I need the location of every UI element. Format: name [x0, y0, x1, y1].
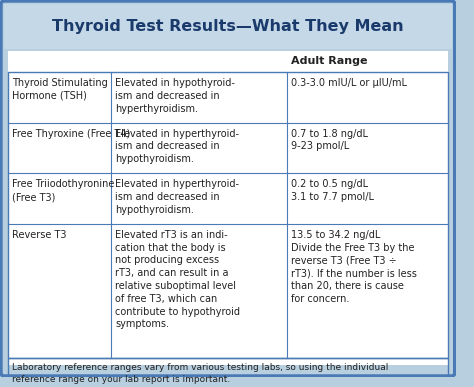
Text: 0.2 to 0.5 ng/dL
3.1 to 7.7 pmol/L: 0.2 to 0.5 ng/dL 3.1 to 7.7 pmol/L: [291, 179, 374, 202]
Bar: [8, 72, 448, 358]
Text: Free Triiodothyronine
(Free T3): Free Triiodothyronine (Free T3): [11, 179, 114, 202]
Text: Elevated in hypothyroid-
ism and decreased in
hyperthyroidism.: Elevated in hypothyroid- ism and decreas…: [115, 78, 235, 113]
Text: Thyroid Test Results—What They Mean: Thyroid Test Results—What They Mean: [52, 19, 404, 34]
Bar: [8, 51, 448, 365]
Text: Thyroid Stimulating
Hormone (TSH): Thyroid Stimulating Hormone (TSH): [11, 78, 107, 101]
Text: 0.7 to 1.8 ng/dL
9-23 pmol/L: 0.7 to 1.8 ng/dL 9-23 pmol/L: [291, 128, 368, 151]
Text: Elevated in hyperthyroid-
ism and decreased in
hypothyroidism.: Elevated in hyperthyroid- ism and decrea…: [115, 128, 239, 164]
Text: Adult Range: Adult Range: [291, 57, 368, 66]
Text: Reverse T3: Reverse T3: [11, 230, 66, 240]
Text: 0.3-3.0 mIU/L or μIU/mL: 0.3-3.0 mIU/L or μIU/mL: [291, 78, 407, 88]
Bar: [8, 358, 448, 387]
Text: Elevated in hyperthyroid-
ism and decreased in
hypothyroidism.: Elevated in hyperthyroid- ism and decrea…: [115, 179, 239, 215]
Text: Elevated rT3 is an indi-
cation that the body is
not producing excess
rT3, and c: Elevated rT3 is an indi- cation that the…: [115, 230, 240, 329]
Text: Laboratory reference ranges vary from various testing labs, so using the individ: Laboratory reference ranges vary from va…: [11, 363, 388, 384]
FancyBboxPatch shape: [1, 1, 455, 376]
Text: Free Thyroxine (Free T4): Free Thyroxine (Free T4): [11, 128, 130, 139]
Text: 13.5 to 34.2 ng/dL
Divide the Free T3 by the
reverse T3 (Free T3 ÷
rT3). If the : 13.5 to 34.2 ng/dL Divide the Free T3 by…: [291, 230, 417, 304]
Bar: [4, 4, 452, 49]
